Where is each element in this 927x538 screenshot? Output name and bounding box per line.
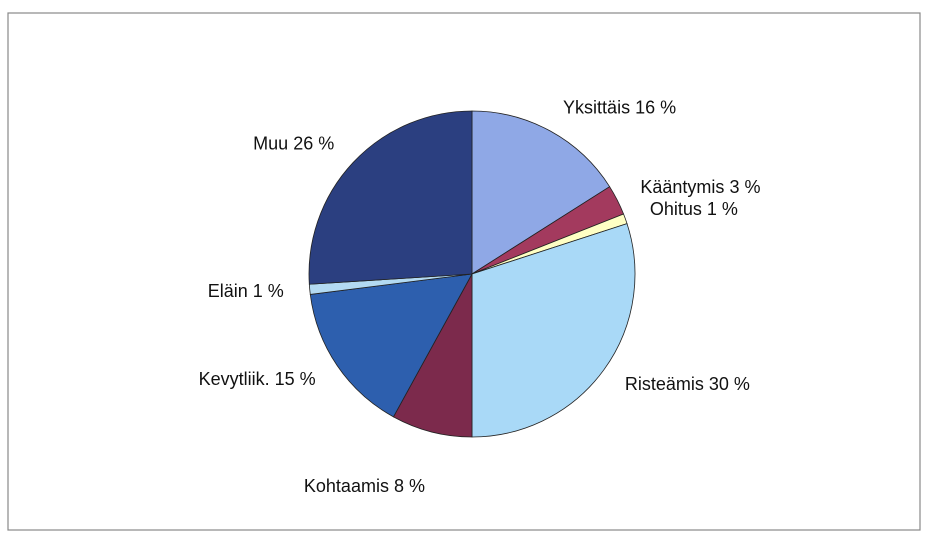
- category-name: Muu: [253, 133, 288, 153]
- slice-label: Risteämis 30 %: [625, 374, 750, 394]
- pie-slice: [471, 110, 611, 275]
- value-label: 26 %: [293, 133, 334, 153]
- pie-slice: [471, 223, 636, 438]
- category-name: Kevytliik.: [199, 369, 270, 389]
- slice-label: Yksittäis 16 %: [563, 97, 676, 117]
- pie-slice: [308, 110, 473, 285]
- slice-label: Kääntymis 3 %: [640, 177, 760, 197]
- value-label: 8 %: [394, 476, 425, 496]
- slice-label: Muu 26 %: [253, 133, 334, 153]
- slice-label: Kohtaamis 8 %: [304, 476, 425, 496]
- value-label: 1 %: [707, 199, 738, 219]
- category-name: Yksittäis: [563, 97, 630, 117]
- slice-label: Ohitus 1 %: [650, 199, 738, 219]
- value-label: 1 %: [253, 281, 284, 301]
- pie-slice: [309, 273, 473, 418]
- category-name: Ohitus: [650, 199, 702, 219]
- value-label: 3 %: [729, 177, 760, 197]
- value-label: 15 %: [275, 369, 316, 389]
- category-name: Kääntymis: [640, 177, 724, 197]
- category-name: Eläin: [208, 281, 248, 301]
- slice-label: Kevytliik. 15 %: [199, 369, 316, 389]
- slice-label: Eläin 1 %: [208, 281, 284, 301]
- value-label: 30 %: [709, 374, 750, 394]
- value-label: 16 %: [635, 97, 676, 117]
- category-name: Kohtaamis: [304, 476, 389, 496]
- category-name: Risteämis: [625, 374, 704, 394]
